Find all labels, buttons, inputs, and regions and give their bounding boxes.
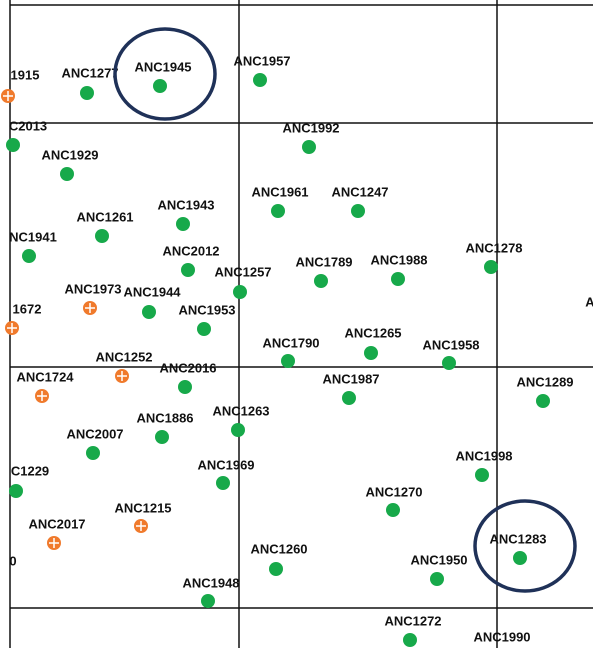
point-label: ANC1969 (197, 457, 254, 472)
point-label: ANC1263 (212, 403, 269, 418)
point-label: ANC1987 (322, 371, 379, 386)
highlight-circle (473, 499, 577, 593)
point-marker (80, 86, 94, 100)
point-label: ANC1724 (16, 369, 74, 384)
point-marker (197, 322, 211, 336)
point-marker (155, 430, 169, 444)
point-marker (269, 562, 283, 576)
point-label: NC1941 (9, 229, 57, 244)
point-label: ANC1950 (410, 552, 467, 567)
point-marker (95, 229, 109, 243)
point-label: ANC1953 (178, 302, 235, 317)
point-label: ANC1998 (455, 448, 512, 463)
point-label: 0 (9, 553, 16, 568)
point-marker (142, 305, 156, 319)
point-marker (216, 476, 230, 490)
point-label: ANC1265 (344, 325, 401, 340)
point-label: C2013 (9, 118, 47, 133)
point-label: ANC1289 (516, 374, 573, 389)
point-marker (430, 572, 444, 586)
point-label: ANC1948 (182, 575, 239, 590)
point-label: ANC2012 (162, 243, 219, 258)
point-marker (271, 204, 285, 218)
point-marker (475, 468, 489, 482)
point-label: ANC1261 (76, 209, 133, 224)
point-marker-cross (3, 91, 13, 101)
point-label: 1915 (11, 67, 40, 82)
point-marker (403, 633, 417, 647)
point-marker-cross (7, 323, 17, 333)
point-marker (513, 551, 527, 565)
point-label: ANC1957 (233, 53, 290, 68)
point-label: ANC1945 (134, 59, 191, 74)
point-label: ANC1270 (365, 484, 422, 499)
point-label: ANC1886 (136, 410, 193, 425)
point-marker (181, 263, 195, 277)
point-marker (253, 73, 267, 87)
point-label: ANC1278 (465, 240, 522, 255)
point-label: ANC1215 (114, 500, 171, 515)
point-marker (342, 391, 356, 405)
point-label: ANC2007 (66, 426, 123, 441)
point-marker (178, 380, 192, 394)
point-label: ANC2016 (159, 360, 216, 375)
point-marker (233, 285, 247, 299)
point-marker (201, 594, 215, 608)
point-label: ANC1990 (473, 629, 530, 644)
point-label: ANC1283 (489, 531, 546, 546)
point-label: C1229 (11, 463, 49, 478)
point-label: ANC1958 (422, 337, 479, 352)
point-marker (314, 274, 328, 288)
point-label: ANC1961 (251, 184, 308, 199)
point-label: ANC1790 (262, 335, 319, 350)
point-label: ANC1260 (250, 541, 307, 556)
point-marker (302, 140, 316, 154)
point-marker (153, 79, 167, 93)
point-marker (281, 354, 295, 368)
point-label: ANC1992 (282, 120, 339, 135)
point-marker (176, 217, 190, 231)
point-label: ANC1943 (157, 197, 214, 212)
point-label: 1672 (13, 301, 42, 316)
point-label: ANC1973 (64, 281, 121, 296)
point-marker (386, 503, 400, 517)
point-label: ANC1252 (95, 349, 152, 364)
highlight-circle (113, 27, 217, 121)
point-label: ANC2017 (28, 516, 85, 531)
point-marker-cross (37, 391, 47, 401)
point-marker (484, 260, 498, 274)
point-marker-cross (136, 521, 146, 531)
point-marker (351, 204, 365, 218)
point-label: A (585, 294, 593, 309)
point-label: ANC1277 (61, 65, 118, 80)
point-label: ANC1929 (41, 147, 98, 162)
point-marker (442, 356, 456, 370)
point-marker (86, 446, 100, 460)
point-label: ANC1789 (295, 254, 352, 269)
point-marker (22, 249, 36, 263)
point-marker-cross (49, 538, 59, 548)
point-marker-cross (85, 303, 95, 313)
point-marker (60, 167, 74, 181)
point-marker (9, 484, 23, 498)
point-marker (364, 346, 378, 360)
point-marker (231, 423, 245, 437)
point-label: ANC1944 (123, 284, 181, 299)
point-marker-cross (117, 371, 127, 381)
point-label: ANC1272 (384, 613, 441, 628)
point-label: ANC1257 (214, 264, 271, 279)
point-label: ANC1988 (370, 252, 427, 267)
point-marker (6, 138, 20, 152)
point-marker (536, 394, 550, 408)
point-label: ANC1247 (331, 184, 388, 199)
point-marker (391, 272, 405, 286)
